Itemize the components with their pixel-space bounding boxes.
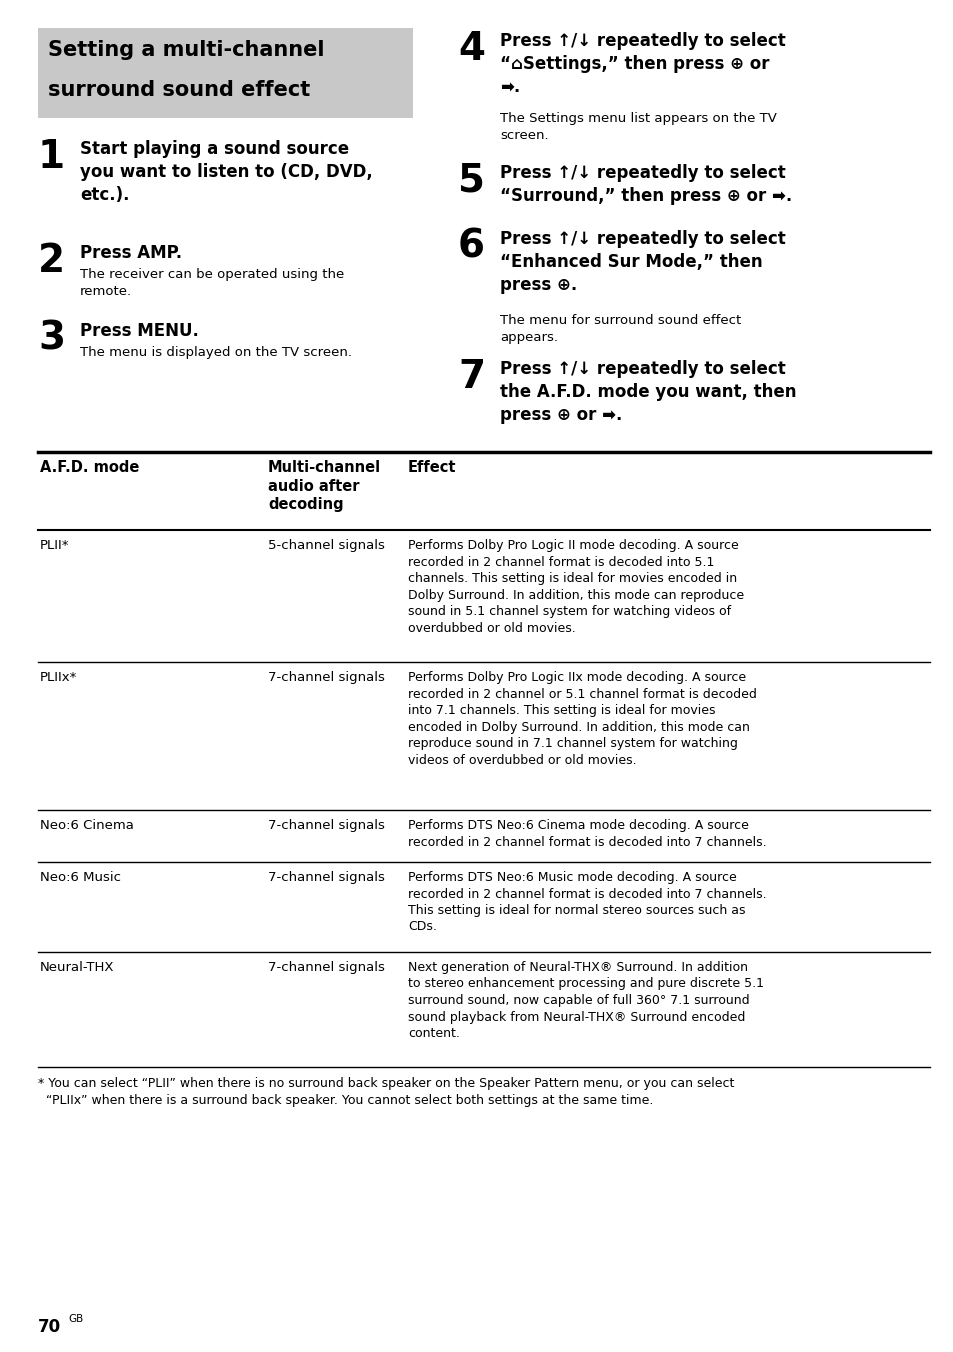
- Text: Start playing a sound source
you want to listen to (CD, DVD,
etc.).: Start playing a sound source you want to…: [80, 141, 373, 204]
- Text: 7-channel signals: 7-channel signals: [268, 871, 384, 884]
- Text: surround sound effect: surround sound effect: [48, 80, 310, 100]
- Text: Press ↑/↓ repeatedly to select
“Enhanced Sur Mode,” then
press ⊕.: Press ↑/↓ repeatedly to select “Enhanced…: [499, 230, 785, 293]
- Text: Press AMP.: Press AMP.: [80, 243, 182, 262]
- Text: Multi-channel
audio after
decoding: Multi-channel audio after decoding: [268, 460, 381, 512]
- Text: Neural-THX: Neural-THX: [40, 961, 114, 973]
- Text: The Settings menu list appears on the TV
screen.: The Settings menu list appears on the TV…: [499, 112, 776, 142]
- Text: PLIIx*: PLIIx*: [40, 671, 77, 684]
- Text: 7-channel signals: 7-channel signals: [268, 819, 384, 831]
- Text: Neo:6 Cinema: Neo:6 Cinema: [40, 819, 133, 831]
- Text: The menu is displayed on the TV screen.: The menu is displayed on the TV screen.: [80, 346, 352, 360]
- Text: Press ↑/↓ repeatedly to select
“⌂Settings,” then press ⊕ or
➡.: Press ↑/↓ repeatedly to select “⌂Setting…: [499, 32, 785, 96]
- Text: 1: 1: [38, 138, 65, 176]
- Text: 5: 5: [457, 162, 484, 200]
- Text: * You can select “PLII” when there is no surround back speaker on the Speaker Pa: * You can select “PLII” when there is no…: [38, 1078, 734, 1107]
- Text: The menu for surround sound effect
appears.: The menu for surround sound effect appea…: [499, 314, 740, 343]
- Text: GB: GB: [68, 1314, 83, 1324]
- Text: Performs Dolby Pro Logic IIx mode decoding. A source
recorded in 2 channel or 5.: Performs Dolby Pro Logic IIx mode decodi…: [408, 671, 756, 767]
- Text: Effect: Effect: [408, 460, 456, 475]
- Text: 3: 3: [38, 320, 65, 358]
- Text: 70: 70: [38, 1318, 61, 1336]
- Text: A.F.D. mode: A.F.D. mode: [40, 460, 139, 475]
- Text: 5-channel signals: 5-channel signals: [268, 539, 384, 552]
- Text: 7-channel signals: 7-channel signals: [268, 671, 384, 684]
- Text: 2: 2: [38, 242, 65, 280]
- Text: 4: 4: [457, 30, 484, 68]
- Text: The receiver can be operated using the
remote.: The receiver can be operated using the r…: [80, 268, 344, 297]
- Text: 7: 7: [457, 358, 485, 396]
- Text: Performs Dolby Pro Logic II mode decoding. A source
recorded in 2 channel format: Performs Dolby Pro Logic II mode decodin…: [408, 539, 743, 634]
- Text: 7-channel signals: 7-channel signals: [268, 961, 384, 973]
- Text: PLII*: PLII*: [40, 539, 70, 552]
- Text: Setting a multi-channel: Setting a multi-channel: [48, 41, 324, 59]
- Text: Press ↑/↓ repeatedly to select
“Surround,” then press ⊕ or ➡.: Press ↑/↓ repeatedly to select “Surround…: [499, 164, 791, 206]
- Text: Performs DTS Neo:6 Cinema mode decoding. A source
recorded in 2 channel format i: Performs DTS Neo:6 Cinema mode decoding.…: [408, 819, 766, 849]
- Text: Neo:6 Music: Neo:6 Music: [40, 871, 121, 884]
- Text: Press ↑/↓ repeatedly to select
the A.F.D. mode you want, then
press ⊕ or ➡.: Press ↑/↓ repeatedly to select the A.F.D…: [499, 360, 796, 423]
- Text: Press MENU.: Press MENU.: [80, 322, 198, 339]
- Text: Performs DTS Neo:6 Music mode decoding. A source
recorded in 2 channel format is: Performs DTS Neo:6 Music mode decoding. …: [408, 871, 766, 933]
- FancyBboxPatch shape: [38, 28, 413, 118]
- Text: 6: 6: [457, 228, 484, 266]
- Text: Next generation of Neural-THX® Surround. In addition
to stereo enhancement proce: Next generation of Neural-THX® Surround.…: [408, 961, 763, 1040]
